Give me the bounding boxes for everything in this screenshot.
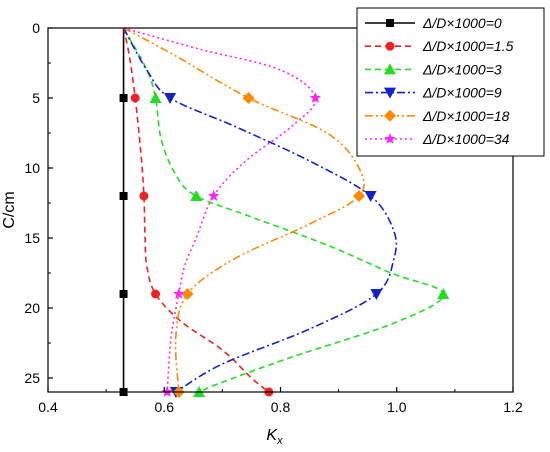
y-tick-label-1: 0 [32, 20, 40, 36]
legend-label-6: Δ/D×1000=34 [422, 131, 510, 147]
legend-item-6: Δ/D×1000=34 [365, 131, 510, 147]
series-6-marker-3 [173, 288, 185, 299]
series-1-marker-2 [119, 192, 128, 200]
legend-label-3: Δ/D×1000=3 [422, 61, 502, 77]
y-tick-label-2: 5 [32, 90, 40, 106]
y-tick-label-4: 15 [24, 230, 40, 246]
legend-item-4: Δ/D×1000=9 [365, 85, 502, 101]
legend-item-2: Δ/D×1000=1.5 [365, 38, 514, 54]
legend-marker-5 [384, 109, 396, 122]
legend-box [356, 7, 545, 157]
y-axis-title: C/cm [1, 191, 18, 228]
x-tick-label-4: 1.0 [387, 399, 407, 415]
series-2-marker-3 [151, 289, 161, 299]
legend-marker-6 [384, 133, 396, 144]
series-2 [122, 27, 274, 397]
legend-label-5: Δ/D×1000=18 [422, 108, 510, 124]
series-5-marker-1 [242, 92, 255, 104]
legend-item-1: Δ/D×1000=0 [365, 15, 502, 31]
series-4-marker-3 [370, 289, 383, 300]
series-5 [123, 27, 365, 398]
series-3-marker-2 [190, 190, 203, 201]
legend-marker-1 [386, 19, 394, 27]
series-3-marker-3 [437, 288, 450, 299]
series-3-marker-1 [149, 92, 162, 103]
y-tick-label-3: 10 [24, 160, 40, 176]
x-axis-title-subscript: x [276, 435, 283, 447]
legend-label-2: Δ/D×1000=1.5 [422, 38, 514, 54]
series-1-marker-1 [119, 94, 128, 102]
legend-marker-3 [384, 63, 396, 75]
x-tick-label-5: 1.2 [503, 399, 523, 415]
x-tick-label-3: 0.8 [271, 399, 291, 415]
x-tick-label-1: 0.4 [38, 399, 58, 415]
series-4 [122, 27, 398, 398]
legend-item-5: Δ/D×1000=18 [365, 108, 510, 124]
series-5-marker-2 [352, 190, 365, 202]
series-5-line [123, 27, 365, 393]
series-layer [119, 27, 450, 398]
legend-item-3: Δ/D×1000=3 [365, 61, 502, 77]
series-4-marker-2 [364, 191, 377, 202]
series-6-marker-2 [207, 190, 220, 201]
series-6-marker-1 [309, 92, 322, 103]
x-tick-label-2: 0.6 [155, 399, 175, 415]
x-axis-title: Kx [266, 427, 283, 447]
legend-label-4: Δ/D×1000=9 [422, 85, 502, 101]
series-2-marker-2 [139, 191, 149, 201]
legend-marker-4 [384, 87, 396, 99]
series-6-line [123, 27, 317, 393]
series-4-marker-1 [164, 93, 177, 104]
series-5-marker-3 [181, 288, 194, 300]
series-1 [119, 28, 128, 396]
series-3-line [122, 27, 445, 393]
series-2-marker-1 [130, 93, 140, 103]
y-tick-label-6: 25 [24, 370, 40, 386]
legend-label-1: Δ/D×1000=0 [422, 15, 502, 31]
legend-marker-2 [385, 41, 395, 51]
series-6 [123, 27, 322, 397]
y-tick-label-5: 20 [24, 300, 40, 316]
series-1-marker-3 [119, 290, 128, 298]
series-2-line [122, 27, 270, 393]
legend: Δ/D×1000=0 Δ/D×1000=1.5 Δ/D×1000=3 Δ/D×1000… [356, 7, 545, 157]
